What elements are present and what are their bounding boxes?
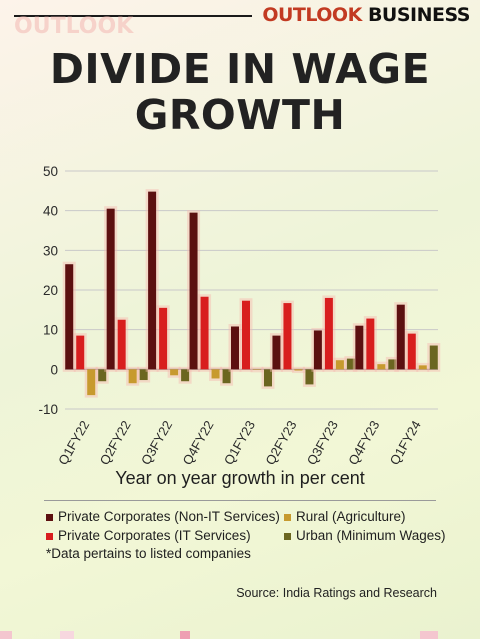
brand-logo-part1: OUTLOOK [262, 4, 362, 26]
y-tick-label: 40 [43, 204, 58, 219]
legend-label: Urban (Minimum Wages) [296, 528, 446, 543]
bar [87, 369, 96, 396]
legend-item-non-it: Private Corporates (Non-IT Services) [46, 507, 280, 527]
source-credit: Source: India Ratings and Research [236, 586, 437, 600]
bar [211, 369, 220, 379]
bar [65, 264, 74, 370]
chart-title-line2: GROWTH [134, 91, 346, 139]
bar [305, 369, 314, 385]
bar [377, 364, 386, 370]
legend-label: Private Corporates (Non-IT Services) [58, 509, 280, 524]
bar [313, 330, 322, 370]
bar [272, 335, 281, 370]
bar [148, 191, 157, 370]
bar [335, 360, 344, 370]
bar [117, 319, 126, 370]
data-note: *Data pertains to listed companies [46, 546, 251, 561]
bar [407, 333, 416, 370]
bar [388, 359, 397, 370]
x-tick-label: Q1FY23 [221, 418, 258, 467]
legend-swatch [284, 532, 291, 540]
x-tick-label: Q4FY23 [345, 418, 382, 467]
y-tick-label: 10 [43, 323, 58, 338]
legend-swatch [46, 532, 53, 540]
x-axis-label: Year on year growth in per cent [115, 468, 365, 488]
bar [189, 212, 198, 370]
bar [396, 304, 405, 370]
legend-swatch [46, 513, 53, 521]
x-tick-label: Q2FY23 [262, 418, 299, 467]
legend-divider [44, 500, 436, 501]
decor-stripe [180, 631, 190, 639]
chart-title-line1: DIVIDE IN WAGE [49, 45, 431, 93]
decor-stripe [60, 631, 74, 639]
y-tick-label: 0 [50, 362, 58, 377]
bar [222, 369, 231, 384]
bar [429, 345, 438, 370]
x-tick-label: Q1FY24 [387, 418, 424, 467]
y-tick-label: 30 [43, 243, 58, 258]
decor-stripe [0, 631, 12, 639]
header-rule [14, 15, 252, 17]
legend-item-it: Private Corporates (IT Services) [46, 526, 251, 546]
bar [170, 369, 179, 376]
bar [159, 307, 168, 370]
bar [253, 369, 261, 370]
x-tick-label: Q3FY23 [304, 418, 341, 467]
x-tick-label: Q2FY22 [97, 418, 134, 467]
bar [242, 300, 250, 370]
bar [139, 369, 148, 381]
bar [76, 335, 85, 370]
legend-swatch [284, 513, 291, 521]
legend-label: Private Corporates (IT Services) [58, 528, 251, 543]
y-tick-label: 20 [43, 283, 58, 298]
decor-stripe [420, 631, 438, 639]
bar [283, 303, 292, 370]
brand-logo: OUTLOOK BUSINESS [262, 4, 470, 26]
chart-title: DIVIDE IN WAGE GROWTH [0, 46, 480, 138]
y-tick-label: 50 [43, 164, 58, 179]
bar [366, 318, 375, 370]
bar [181, 369, 190, 382]
legend-label: Rural (Agriculture) [296, 509, 406, 524]
bar [98, 369, 107, 382]
bar [264, 369, 272, 387]
bar [106, 208, 115, 370]
bar [324, 297, 333, 370]
x-tick-label: Q1FY22 [55, 418, 92, 467]
watermark-logo: OUTLOOK [14, 14, 134, 39]
bar [355, 325, 364, 370]
x-tick-label: Q3FY22 [138, 418, 175, 467]
x-tick-label: Q4FY22 [179, 418, 216, 467]
legend-item-rural: Rural (Agriculture) [284, 507, 406, 527]
bar [294, 369, 303, 371]
brand-logo-part2: BUSINESS [367, 4, 471, 26]
bar [231, 326, 239, 370]
bar [418, 365, 427, 370]
y-tick-label: -10 [38, 402, 58, 417]
bar [128, 369, 137, 384]
legend-item-urban: Urban (Minimum Wages) [284, 526, 446, 546]
bar [200, 296, 209, 370]
bar [346, 358, 355, 370]
